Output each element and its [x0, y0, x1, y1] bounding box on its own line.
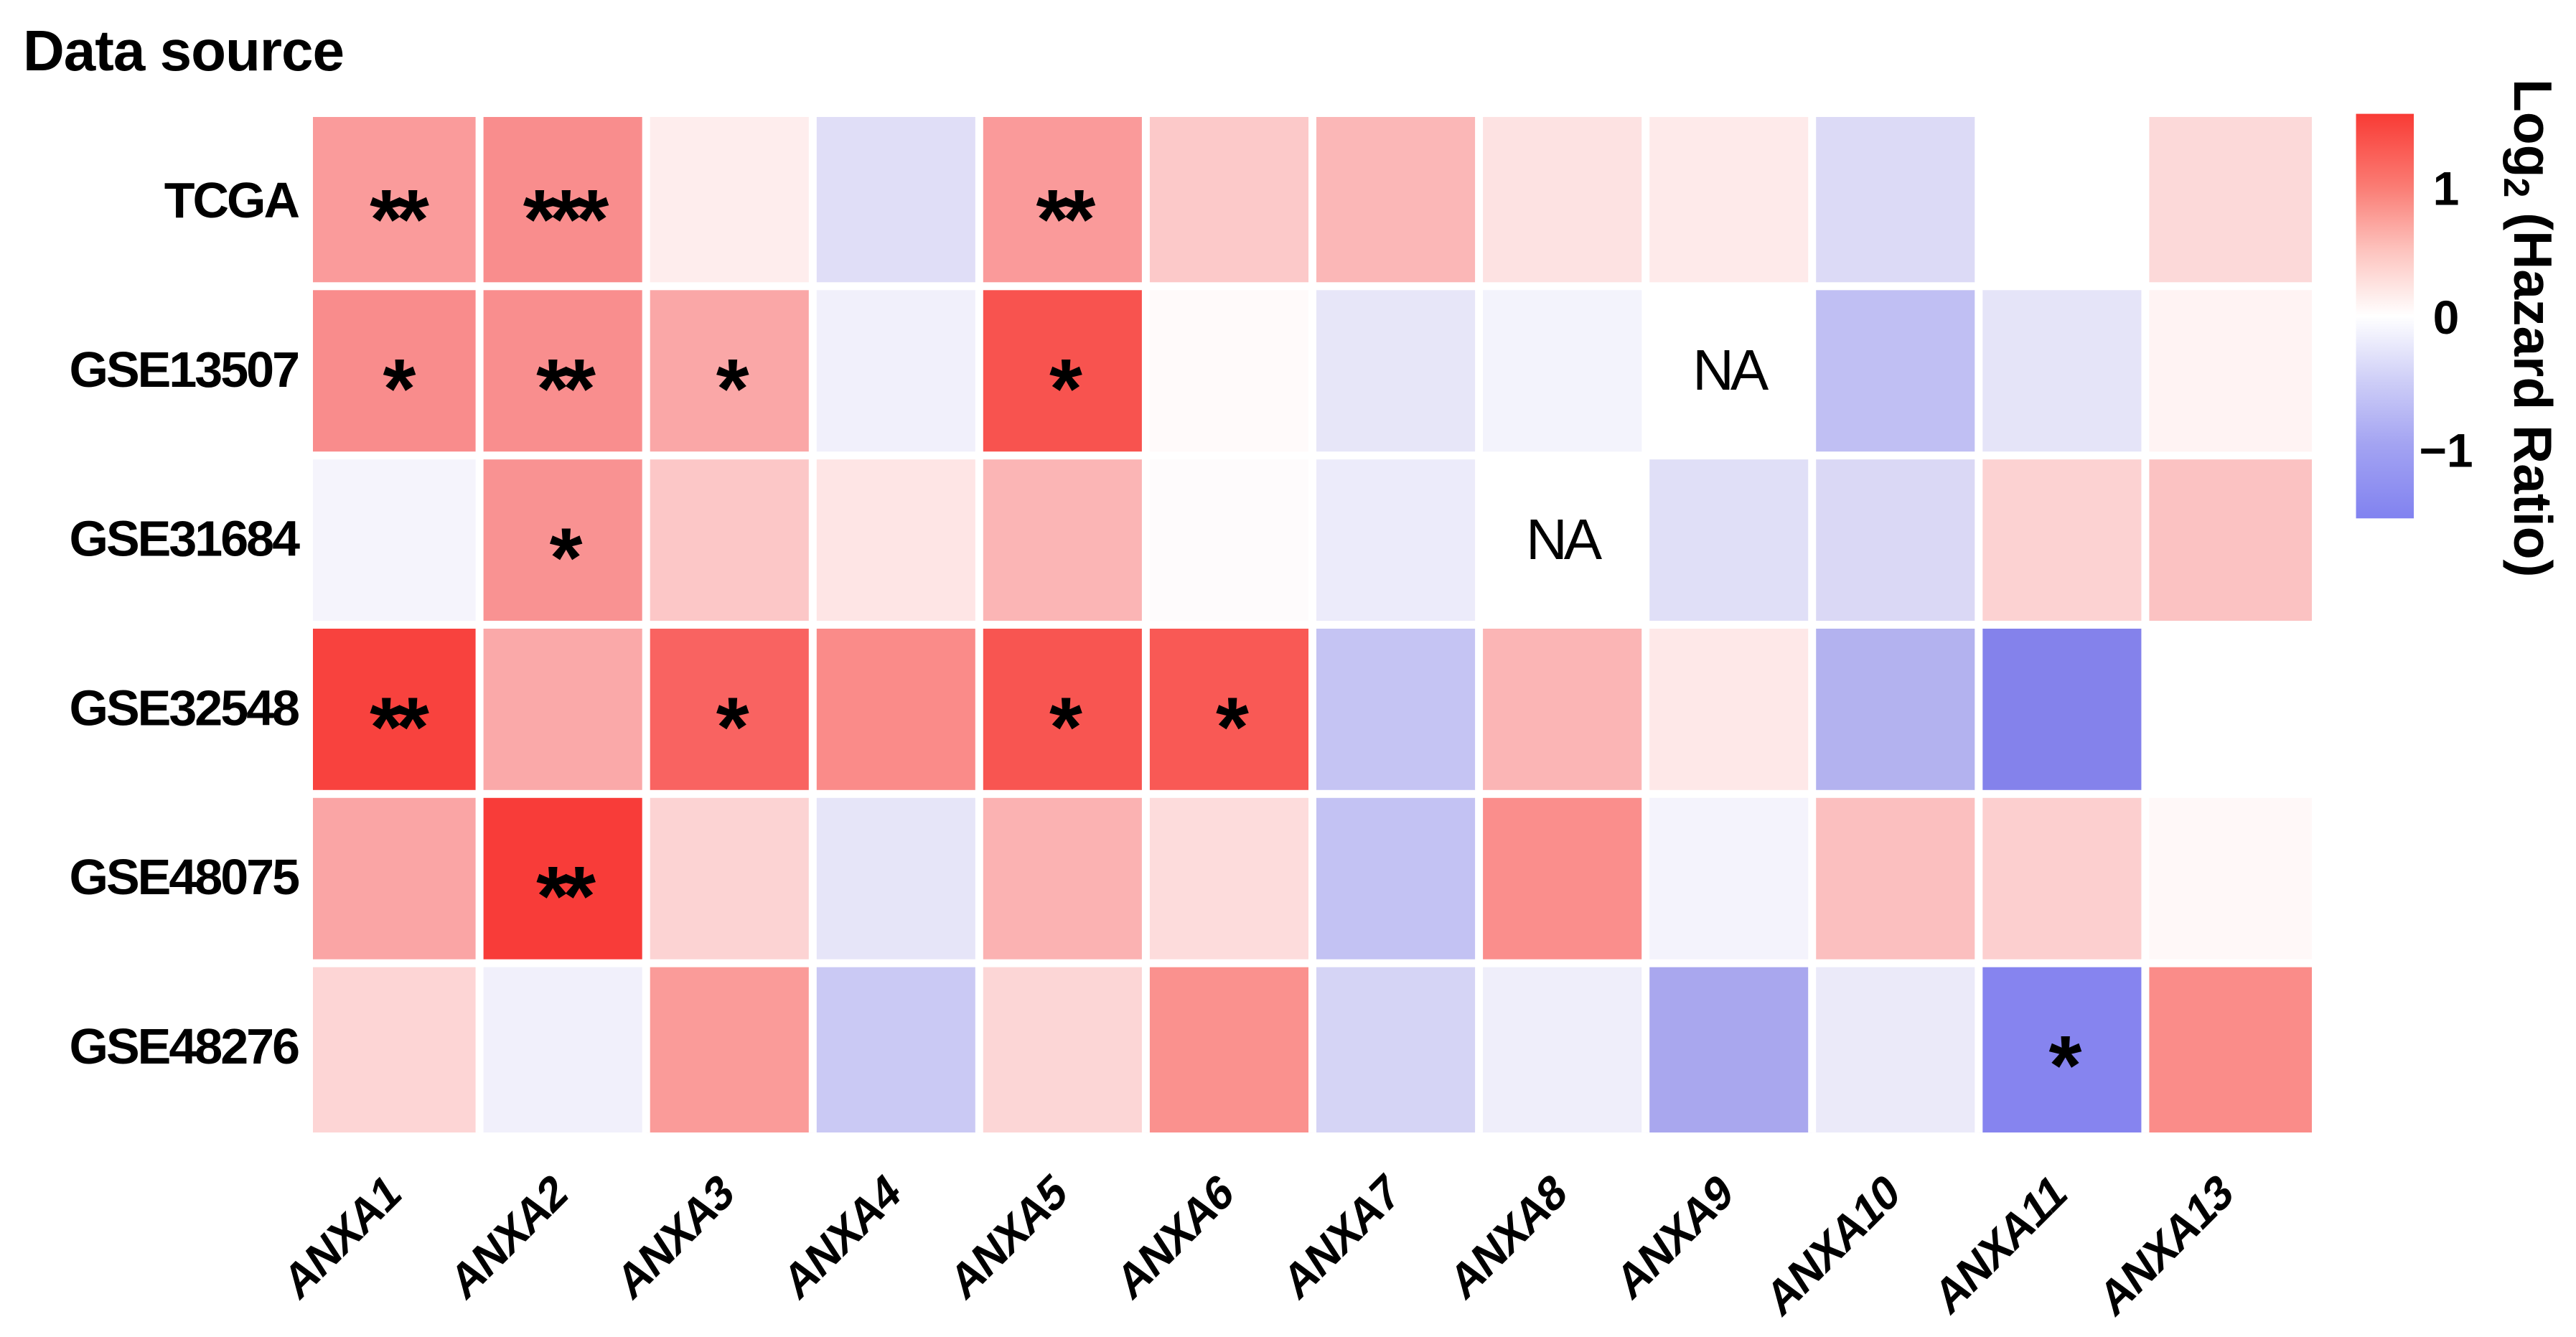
svg-text:GSE48276: GSE48276: [70, 1018, 299, 1074]
svg-text:−1: −1: [2419, 424, 2473, 477]
svg-text:GSE31684: GSE31684: [70, 511, 301, 567]
svg-text:GSE13507: GSE13507: [70, 342, 299, 398]
svg-text:Data source: Data source: [23, 19, 344, 83]
svg-text:Log2 (Hazard Ratio): Log2 (Hazard Ratio): [2496, 79, 2563, 577]
svg-text:GSE32548: GSE32548: [70, 680, 299, 736]
svg-text:**: **: [370, 680, 429, 774]
svg-text:**: **: [1036, 172, 1095, 267]
svg-text:GSE48075: GSE48075: [70, 849, 299, 905]
svg-text:TCGA: TCGA: [164, 172, 299, 228]
svg-text:**: **: [370, 172, 429, 267]
svg-text:**: **: [536, 849, 596, 944]
svg-text:1: 1: [2433, 162, 2460, 215]
svg-text:0: 0: [2433, 291, 2460, 344]
svg-text:NA: NA: [1692, 338, 1769, 402]
svg-text:***: ***: [523, 172, 609, 267]
svg-text:**: **: [536, 342, 596, 436]
svg-text:NA: NA: [1526, 507, 1603, 571]
